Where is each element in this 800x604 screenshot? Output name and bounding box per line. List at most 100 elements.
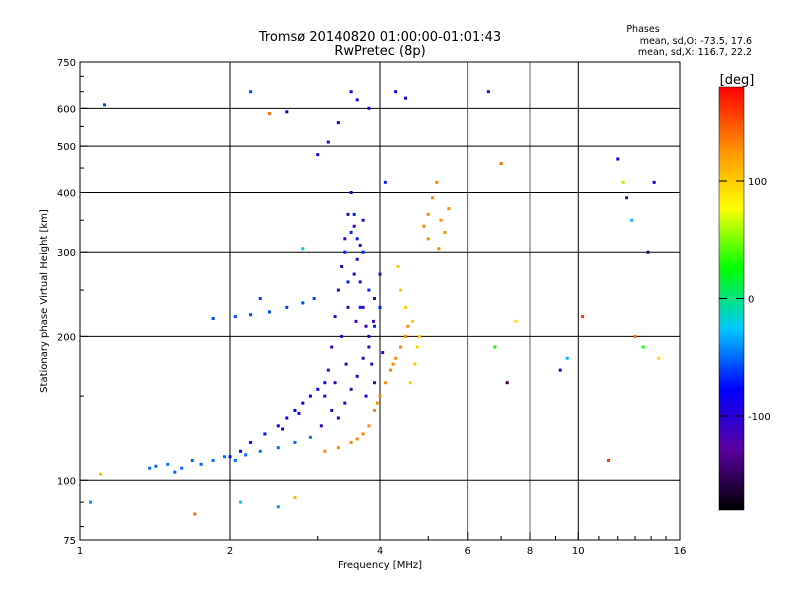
echo-point bbox=[343, 401, 347, 405]
echo-point bbox=[336, 288, 340, 292]
echo-points bbox=[89, 90, 661, 516]
echo-point bbox=[607, 458, 611, 462]
echo-point bbox=[228, 455, 232, 459]
echo-point bbox=[166, 462, 170, 466]
echo-point bbox=[355, 98, 359, 102]
echo-point bbox=[336, 121, 340, 125]
echo-point bbox=[514, 319, 518, 323]
echo-point bbox=[370, 362, 374, 366]
echo-point bbox=[297, 411, 301, 415]
echo-point bbox=[403, 96, 407, 100]
echo-point bbox=[652, 180, 656, 184]
echo-point bbox=[581, 315, 585, 319]
echo-point bbox=[330, 345, 334, 349]
y-axis-ticks: 75 100 200 300 400 500 600 750 bbox=[57, 58, 88, 547]
x-axis-ticks: 1 2 4 6 8 10 16 bbox=[77, 532, 686, 557]
chart-subtitle: RwPretec (8p) bbox=[334, 44, 425, 59]
echo-point bbox=[396, 265, 400, 269]
echo-point bbox=[417, 334, 421, 338]
echo-point bbox=[389, 368, 393, 372]
echo-point bbox=[323, 449, 327, 453]
echo-point bbox=[276, 505, 280, 509]
echo-point bbox=[239, 449, 243, 453]
echo-point bbox=[378, 272, 382, 276]
echo-point bbox=[367, 106, 371, 110]
echo-point bbox=[154, 464, 158, 468]
echo-point bbox=[426, 212, 430, 216]
y-tick-label-400: 400 bbox=[57, 188, 76, 199]
echo-point bbox=[355, 237, 359, 241]
echo-point bbox=[349, 190, 353, 194]
echo-point bbox=[361, 432, 365, 436]
echo-point bbox=[211, 316, 215, 320]
y-tick-label-200: 200 bbox=[57, 332, 76, 343]
colorbar-tick-label: 100 bbox=[748, 177, 767, 188]
echo-point bbox=[394, 90, 398, 94]
echo-point bbox=[486, 90, 490, 94]
echo-point bbox=[340, 265, 344, 269]
echo-point bbox=[336, 416, 340, 420]
echo-point bbox=[364, 324, 368, 328]
echo-point bbox=[621, 180, 625, 184]
echo-point bbox=[403, 305, 407, 309]
echo-point bbox=[258, 297, 262, 301]
echo-point bbox=[616, 157, 620, 161]
echo-point bbox=[378, 394, 382, 398]
echo-point bbox=[344, 362, 348, 366]
echo-point bbox=[413, 362, 417, 366]
echo-point bbox=[333, 315, 337, 319]
colorbar-ticks: 100 0 -100 bbox=[719, 177, 771, 423]
echo-point bbox=[263, 432, 267, 436]
echo-point bbox=[301, 401, 305, 405]
echo-point bbox=[244, 453, 248, 457]
x-tick-label-6: 6 bbox=[465, 546, 471, 557]
echo-point bbox=[391, 362, 395, 366]
echo-point bbox=[422, 224, 426, 228]
echo-point bbox=[657, 356, 661, 360]
echo-point bbox=[355, 257, 359, 261]
echo-point bbox=[435, 180, 439, 184]
echo-point bbox=[346, 280, 350, 284]
echo-point bbox=[330, 408, 334, 412]
echo-point bbox=[361, 305, 365, 309]
echo-point bbox=[354, 319, 358, 323]
echo-point bbox=[211, 458, 215, 462]
echo-point bbox=[343, 237, 347, 241]
echo-point bbox=[646, 250, 650, 254]
echo-point bbox=[312, 297, 316, 301]
echo-point bbox=[319, 424, 323, 428]
echo-point bbox=[336, 446, 340, 450]
echo-point bbox=[367, 288, 371, 292]
echo-point bbox=[378, 305, 382, 309]
echo-point bbox=[293, 496, 297, 500]
echo-point bbox=[316, 387, 320, 391]
grid-lines bbox=[80, 62, 680, 540]
echo-point bbox=[180, 466, 184, 470]
echo-point bbox=[437, 247, 441, 251]
x-tick-label-4: 4 bbox=[377, 546, 383, 557]
phases-legend-o-mode: mean, sd,O: -73.5, 17.6 bbox=[640, 36, 752, 47]
echo-point bbox=[493, 345, 497, 349]
echo-point bbox=[323, 381, 327, 385]
echo-point bbox=[193, 512, 197, 516]
echo-point bbox=[173, 470, 177, 474]
echo-point bbox=[276, 446, 280, 450]
echo-point bbox=[367, 345, 371, 349]
echo-point bbox=[633, 334, 637, 338]
echo-point bbox=[505, 381, 509, 385]
y-axis-label: Stationary phase Virtual Height [km] bbox=[39, 209, 50, 393]
echo-point bbox=[323, 394, 327, 398]
echo-point bbox=[308, 435, 312, 439]
echo-point bbox=[367, 424, 371, 428]
echo-point bbox=[103, 103, 107, 107]
echo-point bbox=[383, 381, 387, 385]
echo-point bbox=[249, 90, 253, 94]
echo-point bbox=[403, 334, 407, 338]
x-tick-label-10: 10 bbox=[572, 546, 585, 557]
echo-point bbox=[239, 500, 243, 504]
echo-point bbox=[333, 381, 337, 385]
echo-point bbox=[352, 212, 356, 216]
phases-legend-title: Phases bbox=[626, 24, 659, 35]
echo-point bbox=[258, 449, 262, 453]
